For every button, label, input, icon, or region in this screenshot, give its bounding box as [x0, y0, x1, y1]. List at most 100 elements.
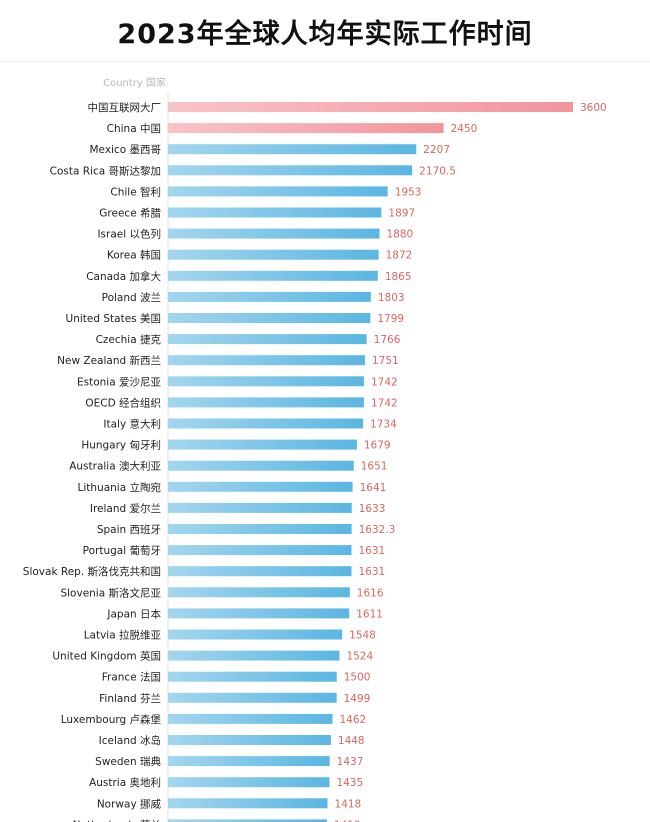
category-label: Hungary 匈牙利	[81, 439, 161, 452]
value-label: 1435	[336, 777, 363, 789]
value-label: 1751	[372, 355, 399, 367]
value-label: 1499	[344, 693, 371, 705]
value-label: 1631	[358, 566, 385, 578]
chart-title: 2023年全球人均年实际工作时间	[117, 19, 533, 50]
value-label: 1500	[344, 672, 371, 684]
value-label: 1413	[334, 819, 361, 822]
bar	[168, 629, 343, 640]
value-label: 1742	[371, 397, 398, 409]
category-label: 中国互联网大厂	[88, 101, 162, 114]
bar	[168, 460, 354, 471]
value-label: 1865	[385, 271, 412, 283]
bar	[168, 566, 352, 577]
bar	[168, 713, 333, 724]
category-label: Chile 智利	[110, 185, 161, 198]
value-label: 1742	[371, 376, 398, 388]
category-label: Lithuania 立陶宛	[78, 481, 161, 494]
bar	[168, 692, 337, 703]
bar	[168, 545, 352, 556]
category-label: Luxembourg 卢森堡	[61, 713, 162, 726]
category-label: Spain 西班牙	[97, 524, 161, 536]
category-label: Greece 希腊	[99, 207, 161, 220]
bar	[168, 439, 357, 450]
bar	[168, 270, 378, 281]
bar	[168, 587, 350, 598]
bar	[168, 524, 352, 534]
bar	[168, 186, 388, 197]
bar	[168, 819, 327, 822]
category-label: Israel 以色列	[97, 228, 161, 241]
bar	[168, 650, 340, 661]
category-label: Australia 澳大利亚	[69, 460, 161, 473]
value-label: 1897	[388, 208, 415, 220]
bar	[168, 798, 328, 809]
value-label: 1766	[374, 334, 401, 346]
category-label: Korea 韩国	[107, 249, 161, 262]
bar	[168, 123, 444, 134]
bar	[168, 418, 364, 429]
category-label: Iceland 冰岛	[99, 734, 161, 747]
value-label: 2207	[423, 144, 450, 156]
bar	[168, 397, 364, 408]
bar	[168, 165, 413, 176]
title-divider	[0, 61, 650, 62]
bar	[168, 608, 350, 619]
category-label: Sweden 瑞典	[95, 755, 161, 768]
value-label: 2450	[451, 123, 478, 135]
value-label: 1462	[339, 714, 366, 726]
category-label: Czechia 捷克	[96, 333, 162, 346]
value-label: 1437	[337, 756, 364, 768]
category-label: Slovak Rep. 斯洛伐克共和国	[23, 565, 161, 578]
value-label: 1880	[387, 229, 414, 241]
value-label: 1803	[378, 292, 405, 304]
value-label: 2170.5	[419, 165, 456, 177]
value-label: 1418	[335, 798, 362, 810]
bar	[168, 481, 353, 492]
bar	[168, 291, 371, 302]
value-label: 1734	[370, 419, 397, 431]
category-label: Slovenia 斯洛文尼亚	[60, 586, 161, 599]
bar	[168, 735, 331, 745]
value-label: 1616	[357, 587, 384, 599]
bar	[168, 777, 330, 788]
value-label: 1632.3	[359, 524, 396, 536]
category-label: Ireland 爱尔兰	[90, 502, 161, 515]
category-label: Poland 波兰	[102, 291, 161, 304]
axis-header: Country 国家	[103, 76, 166, 89]
category-label: Netherlands 荷兰	[73, 818, 161, 822]
value-label: 3600	[580, 102, 607, 114]
category-label: Canada 加拿大	[86, 270, 161, 283]
value-label: 1953	[395, 186, 422, 198]
bar	[168, 334, 367, 345]
category-label: Norway 挪威	[97, 797, 162, 810]
bar	[168, 228, 380, 239]
value-label: 1679	[364, 440, 391, 452]
bar	[168, 355, 365, 366]
value-label: 1651	[361, 461, 388, 473]
category-label: China 中国	[107, 122, 161, 135]
value-label: 1448	[338, 735, 365, 747]
bar	[168, 144, 417, 155]
value-label: 1799	[377, 313, 404, 325]
bar	[168, 207, 382, 218]
value-label: 1548	[349, 630, 376, 642]
category-label: Portugal 葡萄牙	[83, 544, 161, 557]
bar	[168, 102, 573, 112]
category-label: Latvia 拉脱维亚	[84, 629, 162, 642]
value-label: 1872	[386, 250, 413, 262]
bar	[168, 249, 379, 260]
value-label: 1631	[358, 545, 385, 557]
bar	[168, 376, 364, 387]
category-label: Italy 意大利	[103, 418, 161, 431]
value-label: 1611	[356, 608, 383, 620]
value-label: 1641	[360, 482, 387, 494]
category-label: United Kingdom 英国	[52, 650, 161, 663]
category-label: Estonia 爱沙尼亚	[77, 375, 161, 388]
category-label: Japan 日本	[106, 607, 161, 620]
bar	[168, 671, 337, 682]
category-label: Mexico 墨西哥	[89, 144, 161, 156]
category-label: Austria 奥地利	[89, 776, 161, 789]
bar	[168, 313, 371, 323]
category-label: Finland 芬兰	[99, 692, 161, 705]
